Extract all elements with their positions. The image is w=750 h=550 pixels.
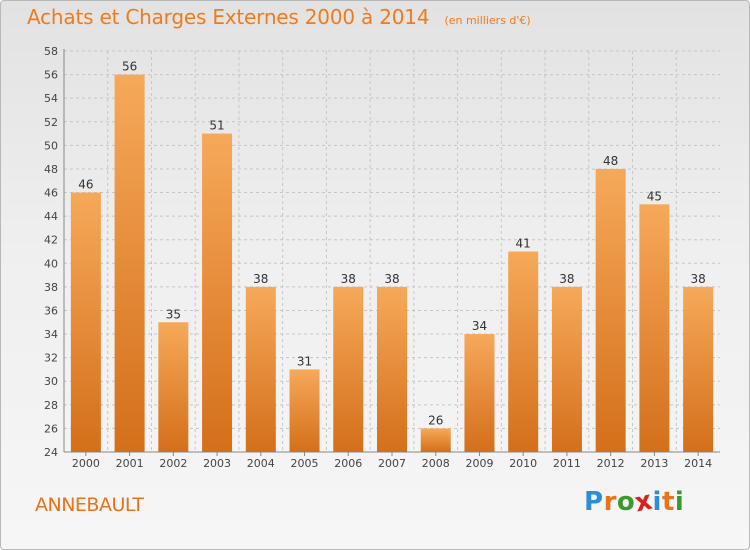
y-tick-label: 58 bbox=[44, 45, 58, 58]
bar bbox=[595, 168, 626, 453]
bar bbox=[551, 286, 582, 452]
bar bbox=[377, 286, 407, 452]
x-tick-label: 2004 bbox=[247, 457, 275, 470]
x-tick-label: 2003 bbox=[203, 457, 231, 470]
x-tick-label: 2014 bbox=[684, 457, 712, 470]
bar bbox=[114, 74, 145, 453]
y-tick-label: 48 bbox=[44, 163, 58, 176]
x-tick-label: 2013 bbox=[640, 457, 668, 470]
data-label: 38 bbox=[690, 272, 705, 286]
bar bbox=[508, 251, 539, 452]
data-label: 34 bbox=[472, 319, 487, 333]
y-tick-label: 36 bbox=[44, 304, 58, 317]
y-tick-label: 54 bbox=[44, 92, 58, 105]
y-tick-label: 38 bbox=[44, 281, 58, 294]
data-label: 45 bbox=[647, 189, 662, 203]
bars bbox=[70, 74, 714, 453]
commune-name: ANNEBAULT bbox=[35, 494, 144, 516]
y-tick-label: 52 bbox=[44, 116, 58, 129]
y-tick-label: 56 bbox=[44, 69, 58, 82]
data-label: 26 bbox=[428, 413, 443, 427]
x-tick-label: 2002 bbox=[159, 457, 187, 470]
data-label: 46 bbox=[78, 178, 93, 192]
x-tick-label: 2008 bbox=[422, 457, 450, 470]
y-tick-label: 32 bbox=[44, 352, 58, 365]
x-tick-label: 2011 bbox=[553, 457, 581, 470]
labels: 24 26 28 30 32 34 36 38 40 42 44 46 48 50 52 54 56 58 46 20… bbox=[44, 45, 712, 470]
bar bbox=[420, 428, 451, 452]
bar bbox=[245, 286, 276, 452]
data-label: 35 bbox=[166, 307, 181, 321]
y-tick-label: 24 bbox=[44, 446, 58, 459]
bar bbox=[639, 204, 670, 452]
y-tick-label: 50 bbox=[44, 139, 58, 152]
bar bbox=[158, 322, 189, 452]
x-tick-label: 2006 bbox=[334, 457, 362, 470]
data-label: 56 bbox=[122, 60, 137, 74]
data-label: 51 bbox=[209, 119, 224, 133]
x-tick-label: 2007 bbox=[378, 457, 406, 470]
bar bbox=[683, 286, 714, 452]
x-tick-label: 2009 bbox=[465, 457, 493, 470]
brand-letter: i bbox=[652, 487, 662, 517]
y-tick-label: 46 bbox=[44, 187, 58, 200]
brand-logo[interactable]: Proxiti bbox=[584, 486, 685, 519]
data-label: 38 bbox=[559, 272, 574, 286]
data-label: 38 bbox=[384, 272, 399, 286]
chart-header: Achats et Charges Externes 2000 à 2014 (… bbox=[27, 5, 531, 29]
bar bbox=[289, 369, 320, 452]
x-tick-label: 2001 bbox=[116, 457, 144, 470]
bar bbox=[70, 192, 101, 452]
y-tick-label: 42 bbox=[44, 234, 58, 247]
y-tick-label: 40 bbox=[44, 257, 58, 270]
data-label: 31 bbox=[297, 354, 312, 368]
brand-letter: r bbox=[603, 487, 617, 517]
data-label: 38 bbox=[341, 272, 356, 286]
chart-title: Achats et Charges Externes 2000 à 2014 bbox=[27, 5, 430, 29]
brand-letter: o bbox=[616, 487, 636, 517]
x-tick-label: 2000 bbox=[72, 457, 100, 470]
brand-letter: i bbox=[674, 487, 685, 517]
chart-unit-note: (en milliers d'€) bbox=[444, 14, 531, 27]
x-tick-label: 2010 bbox=[509, 457, 537, 470]
y-tick-label: 28 bbox=[44, 399, 58, 412]
data-label: 38 bbox=[253, 272, 268, 286]
brand-letter: t bbox=[661, 487, 675, 517]
bar bbox=[464, 334, 495, 452]
data-label: 48 bbox=[603, 154, 618, 168]
x-tick-label: 2012 bbox=[597, 457, 625, 470]
y-tick-label: 34 bbox=[44, 328, 58, 341]
data-label: 41 bbox=[516, 237, 531, 251]
bar bbox=[202, 133, 233, 452]
brand-letter: P bbox=[584, 487, 604, 517]
y-tick-label: 44 bbox=[44, 210, 58, 223]
y-tick-label: 30 bbox=[44, 375, 58, 388]
x-tick-label: 2005 bbox=[291, 457, 319, 470]
y-tick-label: 26 bbox=[44, 422, 58, 435]
bar bbox=[333, 286, 364, 452]
